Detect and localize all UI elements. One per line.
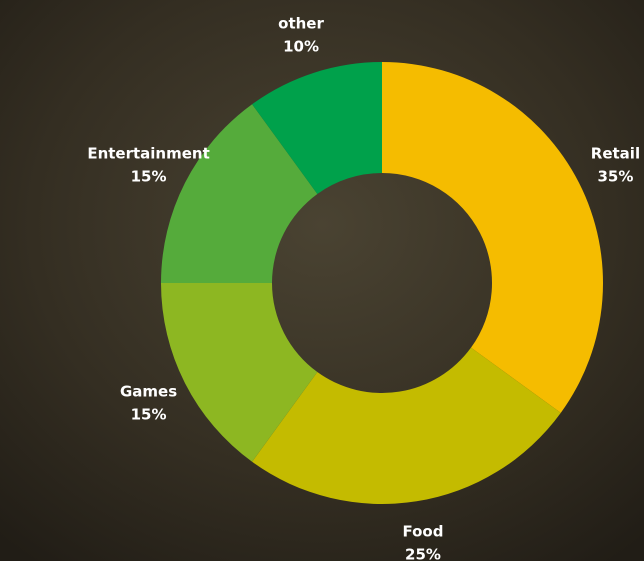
donut-slice [382, 62, 604, 413]
slice-label: Retail [591, 145, 640, 163]
slice-value-label: 25% [405, 545, 441, 561]
donut-slice [252, 61, 382, 195]
donut-slice [252, 347, 561, 505]
slice-value-label: 15% [131, 405, 167, 423]
slice-label: Food [402, 522, 443, 540]
slice-label: Entertainment [87, 145, 209, 163]
slice-label: Games [120, 382, 177, 400]
slice-value-label: 35% [597, 168, 633, 186]
donut-slice [161, 283, 318, 462]
slice-value-label: 15% [131, 168, 167, 186]
slice-value-label: 10% [283, 37, 319, 55]
slice-label: other [278, 14, 324, 32]
donut-slice [161, 104, 318, 283]
